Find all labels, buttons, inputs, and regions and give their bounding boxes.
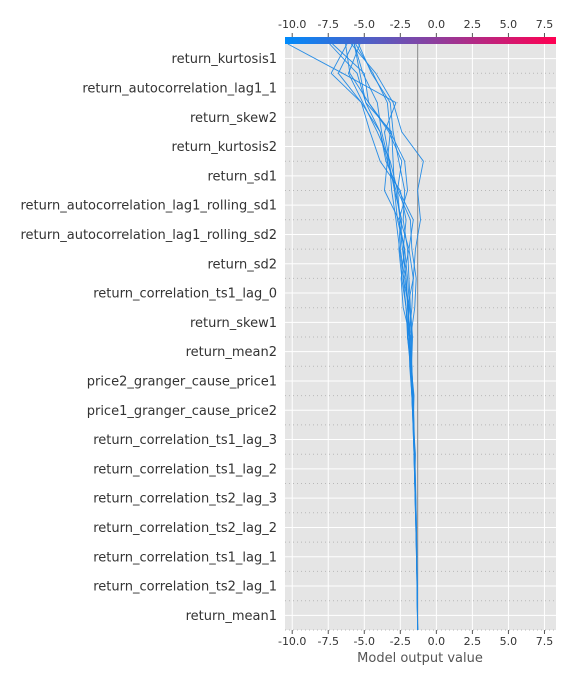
feature-label: return_autocorrelation_lag1_1: [82, 81, 277, 96]
feature-label: return_kurtosis2: [172, 140, 277, 155]
feature-label: return_skew2: [190, 111, 277, 126]
bottom-tick-label: -10.0: [278, 635, 306, 648]
top-x-axis: -10.0 -7.5 -5.0 -2.5 0.0 2.5 5.0 7.5: [278, 18, 553, 37]
feature-label: return_skew1: [190, 316, 277, 331]
feature-label: return_sd2: [207, 257, 277, 272]
feature-label: return_mean2: [186, 345, 277, 360]
top-tick-label: 0.0: [428, 18, 446, 31]
feature-label: return_autocorrelation_lag1_rolling_sd1: [21, 199, 278, 214]
feature-label: return_correlation_ts1_lag_0: [93, 287, 277, 302]
top-tick-label: 7.5: [536, 18, 554, 31]
feature-label: return_correlation_ts2_lag_1: [93, 580, 277, 595]
bottom-tick-label: 5.0: [500, 635, 518, 648]
top-tick-label: -7.5: [318, 18, 339, 31]
top-tick-label: -5.0: [354, 18, 375, 31]
colorbar: [285, 37, 556, 44]
bottom-tick-label: 2.5: [464, 635, 482, 648]
feature-label: return_autocorrelation_lag1_rolling_sd2: [21, 228, 278, 243]
decision-line-12: [287, 43, 419, 631]
plot-area: [285, 44, 556, 630]
colorbar-gradient: [285, 37, 556, 44]
bottom-tick-label: -5.0: [354, 635, 375, 648]
feature-label: price1_granger_cause_price2: [87, 404, 277, 419]
feature-label: return_mean1: [186, 609, 277, 624]
feature-label: return_sd1: [207, 169, 277, 184]
feature-label: return_kurtosis1: [172, 52, 277, 67]
decision-lines: [287, 43, 424, 631]
feature-label: return_correlation_ts1_lag_2: [93, 462, 277, 477]
top-tick-label: 5.0: [500, 18, 518, 31]
top-tick-label: -2.5: [390, 18, 411, 31]
bottom-x-axis: -10.0 -7.5 -5.0 -2.5 0.0 2.5 5.0 7.5: [278, 630, 553, 648]
bottom-tick-label: -2.5: [390, 635, 411, 648]
decision-line-11: [347, 43, 419, 631]
top-tick-label: -10.0: [278, 18, 306, 31]
bottom-tick-label: 0.0: [428, 635, 446, 648]
feature-label: return_correlation_ts1_lag_1: [93, 550, 277, 565]
bottom-tick-label: -7.5: [318, 635, 339, 648]
feature-label: return_correlation_ts1_lag_3: [93, 433, 277, 448]
x-axis-label: Model output value: [357, 651, 483, 666]
feature-label: return_correlation_ts2_lag_2: [93, 521, 277, 536]
feature-label: return_correlation_ts2_lag_3: [93, 492, 277, 507]
feature-labels: return_kurtosis1 return_autocorrelation_l…: [21, 52, 278, 624]
grid: [285, 44, 556, 631]
bottom-tick-label: 7.5: [536, 635, 554, 648]
feature-label: price2_granger_cause_price1: [87, 374, 277, 389]
top-tick-label: 2.5: [464, 18, 482, 31]
